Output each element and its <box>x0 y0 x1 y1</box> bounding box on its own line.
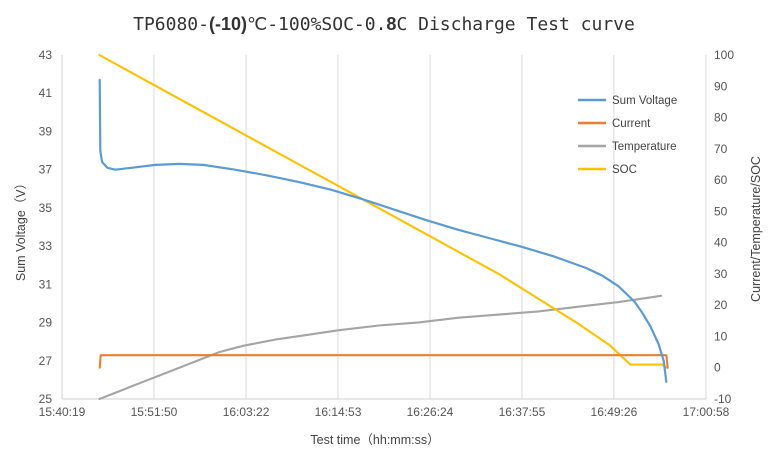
legend-entry: Temperature <box>612 141 677 153</box>
x-axis-label: Test time（hh:mm:ss） <box>310 433 439 447</box>
grid <box>61 55 707 400</box>
right-tick-label: 20 <box>714 298 728 312</box>
left-tick-label: 35 <box>39 201 53 215</box>
right-tick-label: 60 <box>714 173 728 187</box>
x-tick-label: 15:51:50 <box>131 405 178 419</box>
chart-title: TP6080-(-10)℃-100%SOC-0.8C Discharge Tes… <box>133 14 635 35</box>
title-part: TP6080- <box>133 14 209 35</box>
x-tick-label: 16:26:24 <box>407 405 454 419</box>
series-line-temperature <box>98 294 663 401</box>
title-part-bold: (-10) <box>209 14 247 34</box>
right-tick-label: 100 <box>714 48 734 62</box>
left-tick-label: 33 <box>39 239 53 253</box>
right-tick-label: 80 <box>714 111 728 125</box>
x-tick-label: 16:03:22 <box>223 405 270 419</box>
series-line-soc <box>98 53 668 369</box>
right-tick-label: 0 <box>714 361 721 375</box>
right-tick-label: -10 <box>714 392 732 406</box>
legend: Sum Voltage Current Temperature SOC <box>578 95 677 176</box>
title-part: C Discharge Test curve <box>396 14 634 35</box>
right-tick-label: 50 <box>714 204 728 218</box>
left-tick-label: 41 <box>39 86 53 100</box>
legend-entry: Sum Voltage <box>612 95 677 107</box>
title-part: ℃-100%SOC-0. <box>247 14 386 35</box>
right-tick-label: 70 <box>714 142 728 156</box>
left-tick-label: 27 <box>39 354 53 368</box>
right-tick-label: 90 <box>714 79 728 93</box>
title-part-bold: 8 <box>386 14 396 34</box>
x-axis-ticks: 15:40:19 15:51:50 16:03:22 16:14:53 16:26:24… <box>39 405 730 419</box>
left-axis-label: Sum Voltage（V） <box>14 177 28 281</box>
legend-entry: Current <box>612 118 651 130</box>
right-axis-ticks: -10 0 10 20 30 40 50 60 70 80 90 100 <box>714 48 734 406</box>
left-tick-label: 43 <box>39 48 53 62</box>
left-tick-label: 25 <box>39 392 53 406</box>
left-axis-ticks: 25 27 29 31 33 35 37 39 41 43 <box>39 48 53 406</box>
x-tick-label: 16:49:26 <box>591 405 638 419</box>
legend-entry: SOC <box>612 164 637 176</box>
left-tick-label: 37 <box>39 163 53 177</box>
x-tick-label: 15:40:19 <box>39 405 86 419</box>
right-tick-label: 30 <box>714 267 728 281</box>
x-tick-label: 16:37:55 <box>499 405 546 419</box>
x-tick-label: 16:14:53 <box>315 405 362 419</box>
right-tick-label: 10 <box>714 329 728 343</box>
right-tick-label: 40 <box>714 236 728 250</box>
left-tick-label: 39 <box>39 124 53 138</box>
left-tick-label: 29 <box>39 316 53 330</box>
left-tick-label: 31 <box>39 277 53 291</box>
series-line-sum-voltage <box>98 78 668 383</box>
plot-series <box>98 53 669 401</box>
right-axis-label: Current/Temperature/SOC <box>749 156 763 302</box>
x-tick-label: 17:00:58 <box>683 405 730 419</box>
series-line-current <box>98 354 669 369</box>
